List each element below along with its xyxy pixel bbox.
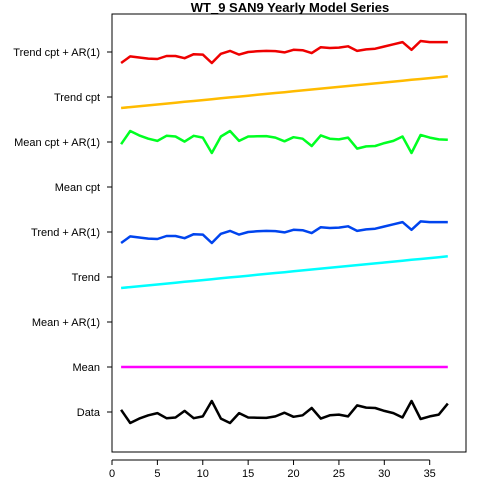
series-line-data [120,399,449,425]
series-line-trend-ar-1 [120,220,448,245]
x-tick-label: 20 [287,468,299,480]
x-tick-label: 5 [154,468,160,480]
series-line-trend-cpt-ar-1 [120,39,448,65]
y-row-label: Mean + AR(1) [32,317,100,329]
y-row-label: Mean cpt + AR(1) [14,137,100,149]
x-tick-label: 30 [378,468,390,480]
y-row-label: Trend [72,272,100,284]
chart-title: WT_9 SAN9 Yearly Model Series [191,0,389,15]
y-row-label: Trend + AR(1) [31,227,100,239]
series-line-mean-cpt-ar-1 [120,129,448,155]
x-tick-label: 35 [424,468,436,480]
y-row-label: Mean [72,362,100,374]
y-row-label: Trend cpt + AR(1) [13,47,100,59]
x-tick-label: 0 [109,468,115,480]
y-row-label: Mean cpt [55,182,100,194]
x-tick-label: 10 [197,468,209,480]
y-row-label: Data [77,407,101,419]
series-line-trend-cpt [120,75,448,110]
plot-frame [111,13,467,453]
x-tick-label: 25 [333,468,345,480]
series-line-trend [120,255,448,290]
y-row-label: Trend cpt [54,92,100,104]
x-tick-label: 15 [242,468,254,480]
